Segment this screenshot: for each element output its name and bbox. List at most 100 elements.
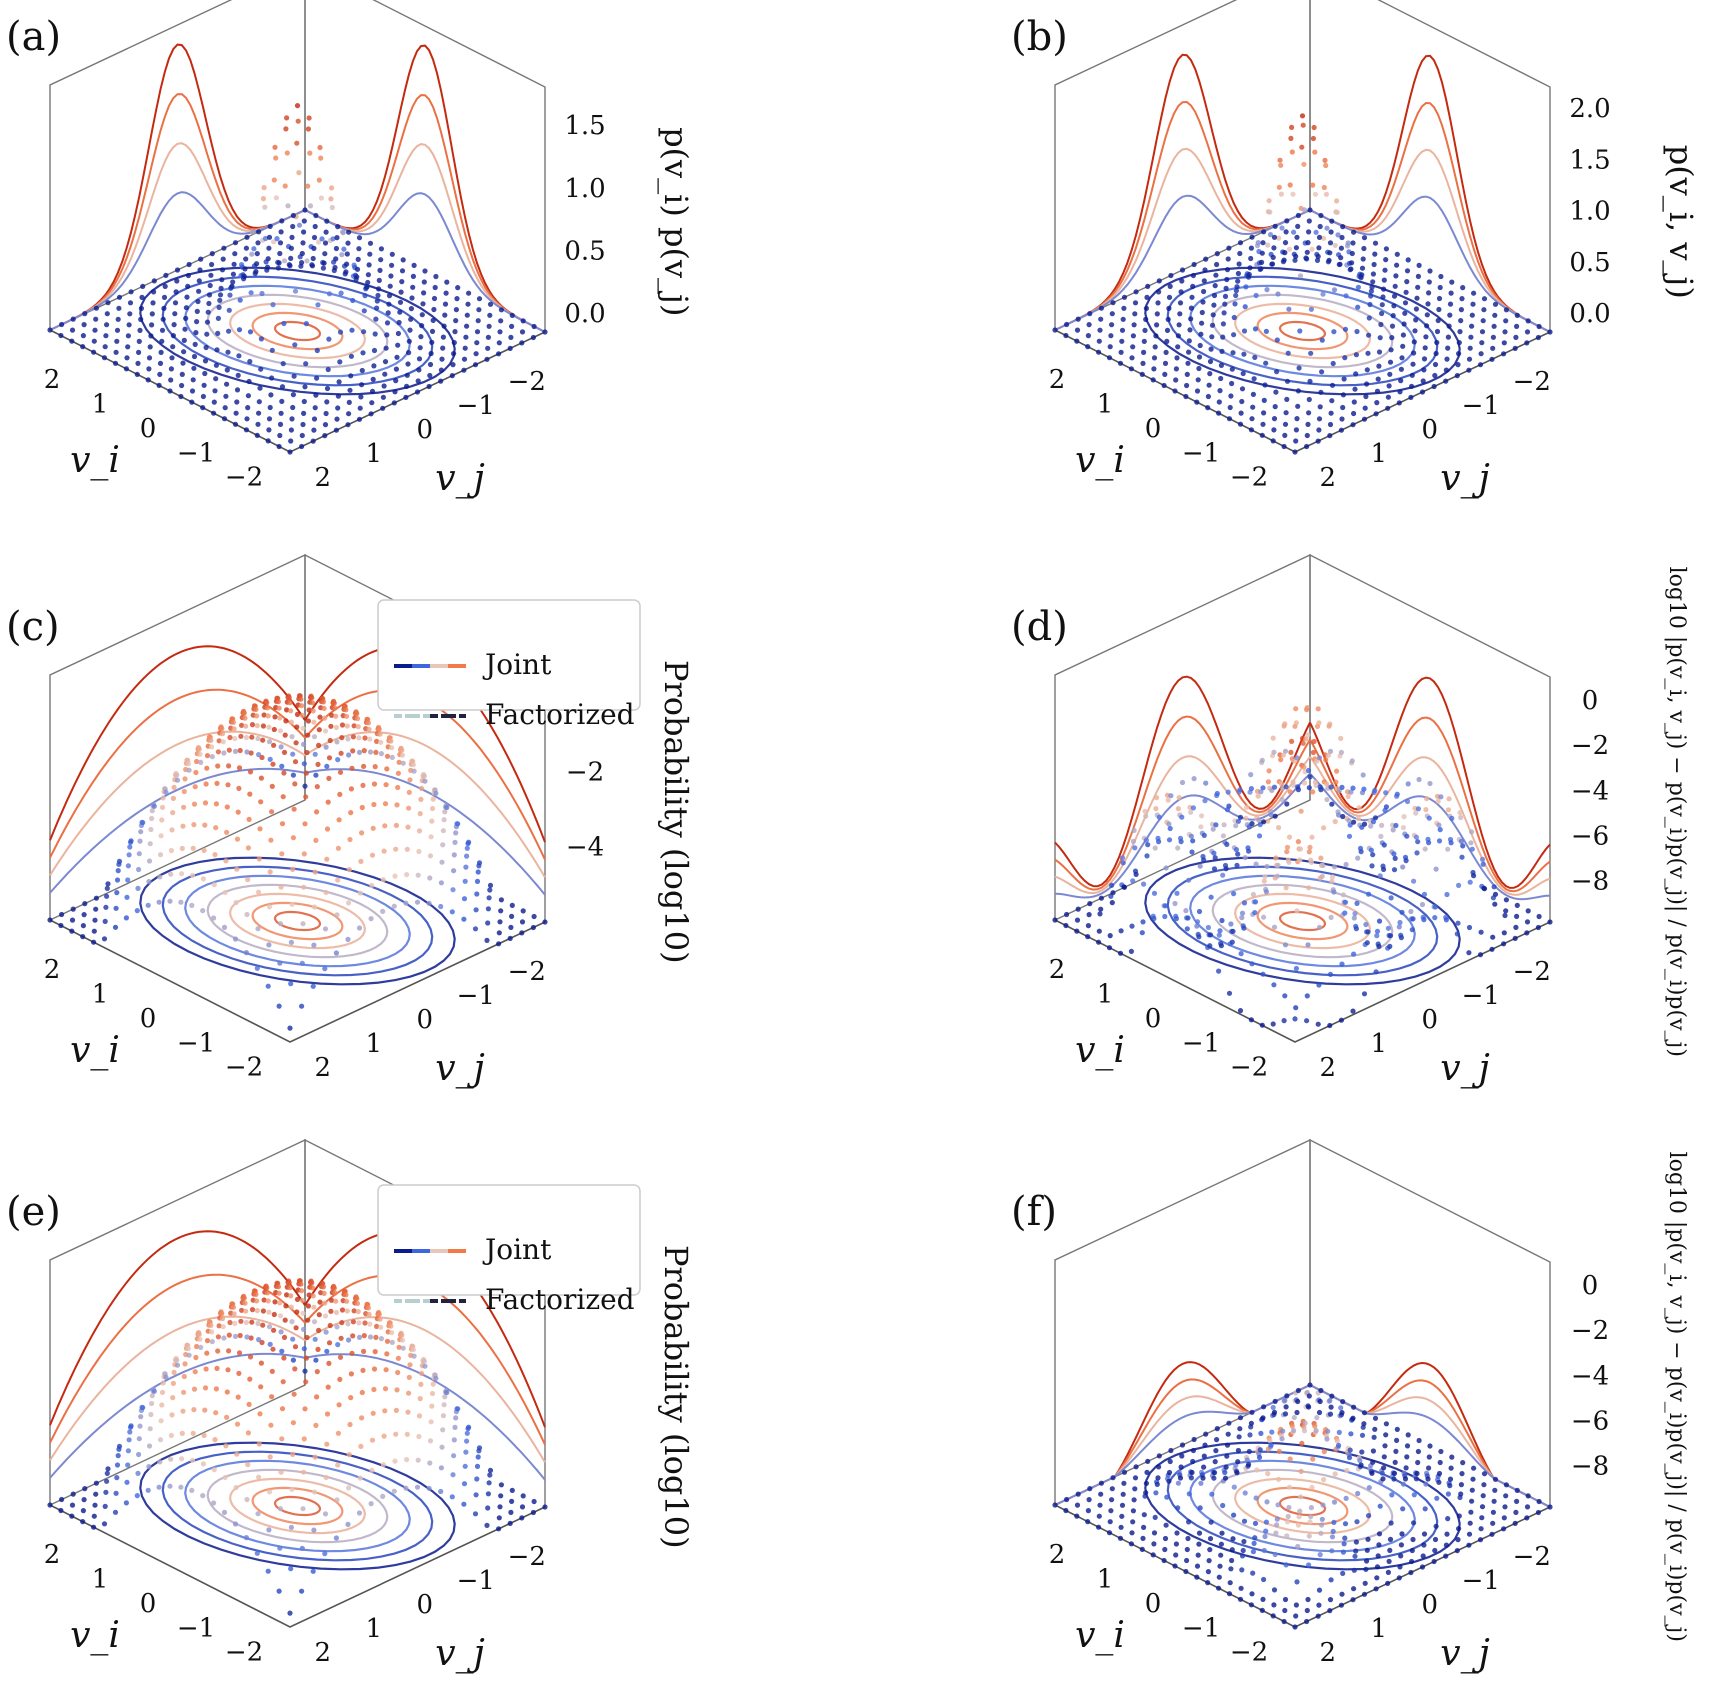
surface-point [1339, 416, 1345, 422]
surface-point [247, 329, 254, 335]
surface-point [213, 376, 219, 382]
surface-point [114, 890, 120, 896]
surface-point [69, 1513, 75, 1519]
surface-point [254, 1550, 260, 1556]
surface-point [1535, 1509, 1541, 1516]
surface-point [1166, 1478, 1172, 1484]
surface-point [357, 405, 363, 411]
vi-axis: 210−1−2v_i [1049, 365, 1268, 493]
surface-point [1352, 1553, 1358, 1559]
surface-point [1387, 943, 1393, 949]
surface-point [1195, 377, 1201, 383]
surface-point [407, 327, 413, 333]
surface-point [1409, 372, 1415, 378]
surface-point [224, 804, 230, 810]
surface-point [254, 261, 260, 267]
surface-point [355, 256, 361, 262]
surface-point [1392, 855, 1398, 861]
surface-point [136, 866, 142, 873]
surface-point [346, 229, 352, 235]
surface-point [156, 1484, 162, 1490]
surface-point [148, 1411, 154, 1418]
surface-point [290, 772, 296, 778]
surface-point [1327, 1411, 1334, 1417]
surface-point [453, 1415, 459, 1421]
surface-point [324, 1441, 330, 1447]
surface-point [1332, 818, 1338, 825]
surface-point [1074, 917, 1081, 923]
surface-point [1409, 383, 1415, 389]
surface-point [463, 1449, 469, 1455]
surface-point [1467, 1520, 1473, 1526]
surface-point [192, 784, 198, 790]
surface-point [1491, 323, 1497, 329]
surface-point [211, 1500, 217, 1506]
surface-point [361, 763, 367, 769]
surface-point [290, 866, 296, 872]
surface-point [496, 930, 502, 936]
surface-point [124, 355, 130, 361]
surface-point [530, 334, 537, 341]
surface-point [368, 1501, 374, 1507]
z-tick-label: 0.0 [1569, 299, 1610, 329]
surface-point [394, 1387, 400, 1393]
surface-point [1426, 1465, 1432, 1471]
surface-point [1340, 224, 1346, 230]
surface-point [69, 338, 75, 344]
surface-point [473, 907, 479, 913]
surface-point [1310, 749, 1316, 756]
surface-point [292, 781, 298, 787]
surface-point [360, 782, 366, 788]
surface-point [1284, 1533, 1290, 1539]
surface-point [1109, 882, 1115, 888]
surface-point [161, 305, 167, 311]
surface-point [1423, 1481, 1429, 1487]
surface-point [200, 876, 206, 882]
surface-point [1306, 229, 1312, 235]
surface-point [1172, 900, 1178, 907]
surface-point [221, 245, 227, 251]
surface-point [1502, 1504, 1508, 1510]
surface-point [1425, 301, 1431, 307]
surface-point [1140, 1535, 1146, 1541]
surface-point [221, 750, 227, 756]
surface-point [265, 1298, 271, 1304]
surface-point [278, 884, 284, 890]
surface-point [202, 800, 209, 806]
surface-point [264, 700, 270, 706]
surface-point [376, 277, 382, 283]
surface-point [1280, 752, 1286, 758]
surface-point [1258, 789, 1264, 795]
surface-point [156, 899, 162, 905]
surface-point [1201, 278, 1207, 284]
surface-point [1503, 897, 1509, 903]
surface-point [325, 1384, 331, 1390]
surface-point [361, 748, 367, 754]
surface-point [1479, 1504, 1486, 1510]
surface-point [1246, 1448, 1252, 1455]
surface-point [1299, 144, 1305, 150]
surface-point [338, 750, 344, 756]
surface-point [444, 1389, 450, 1396]
surface-point [251, 246, 257, 252]
surface-point [1188, 833, 1194, 839]
surface-point [296, 222, 303, 228]
contour-line [228, 892, 367, 950]
surface-point [1404, 1443, 1411, 1449]
surface-point [1256, 1454, 1263, 1460]
surface-point [1334, 1438, 1340, 1444]
surface-point [335, 757, 341, 763]
surface-point [1383, 246, 1389, 252]
surface-point [1491, 884, 1497, 890]
surface-points [47, 693, 548, 1031]
surface-point [1421, 1542, 1427, 1548]
surface-point [1177, 311, 1183, 317]
surface-point [1190, 805, 1196, 811]
surface-point [1316, 755, 1323, 761]
surface-point [104, 893, 110, 899]
surface-point [324, 385, 331, 392]
surface-point [1492, 312, 1498, 318]
surface-point [309, 263, 316, 269]
surface-point [124, 1479, 130, 1485]
surface-point [1340, 392, 1346, 398]
